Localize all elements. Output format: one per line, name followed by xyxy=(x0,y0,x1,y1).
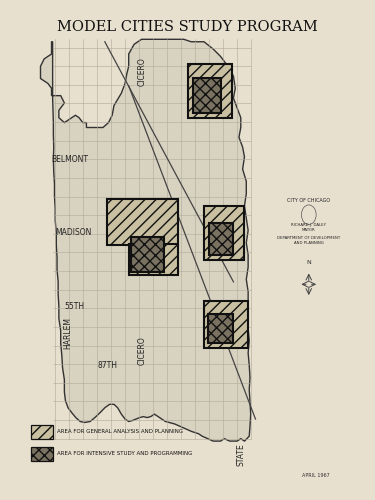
Text: BELMONT: BELMONT xyxy=(51,155,88,164)
Text: MODEL CITIES STUDY PROGRAM: MODEL CITIES STUDY PROGRAM xyxy=(57,20,318,34)
Text: DEPARTMENT OF DEVELOPMENT
AND PLANNING: DEPARTMENT OF DEVELOPMENT AND PLANNING xyxy=(277,236,340,245)
Text: STATE: STATE xyxy=(236,444,245,466)
Text: CICERO: CICERO xyxy=(137,57,146,86)
Bar xyxy=(188,64,232,118)
Text: AREA FOR GENERAL ANALYSIS AND PLANNING: AREA FOR GENERAL ANALYSIS AND PLANNING xyxy=(57,430,183,434)
Bar xyxy=(204,206,245,260)
Text: APRIL 1967: APRIL 1967 xyxy=(302,473,330,478)
Bar xyxy=(193,78,220,113)
Text: 87TH: 87TH xyxy=(98,360,118,370)
Bar xyxy=(130,237,164,272)
Polygon shape xyxy=(40,40,251,441)
Text: AREA FOR INTENSIVE STUDY AND PROGRAMMING: AREA FOR INTENSIVE STUDY AND PROGRAMMING xyxy=(57,452,192,456)
Bar xyxy=(129,244,178,274)
Bar xyxy=(204,302,248,348)
Bar xyxy=(209,223,233,255)
Bar xyxy=(209,314,233,343)
Text: CITY OF CHICAGO: CITY OF CHICAGO xyxy=(287,198,330,203)
Text: HARLEM: HARLEM xyxy=(63,318,73,350)
Bar xyxy=(31,425,52,438)
Bar xyxy=(106,198,178,245)
Text: RICHARD J. DALEY
MAYOR: RICHARD J. DALEY MAYOR xyxy=(291,223,326,232)
Text: N: N xyxy=(306,260,311,264)
Text: MADISON: MADISON xyxy=(56,228,92,237)
Text: 55TH: 55TH xyxy=(64,302,85,311)
Bar xyxy=(31,447,52,460)
Text: CICERO: CICERO xyxy=(137,336,146,365)
